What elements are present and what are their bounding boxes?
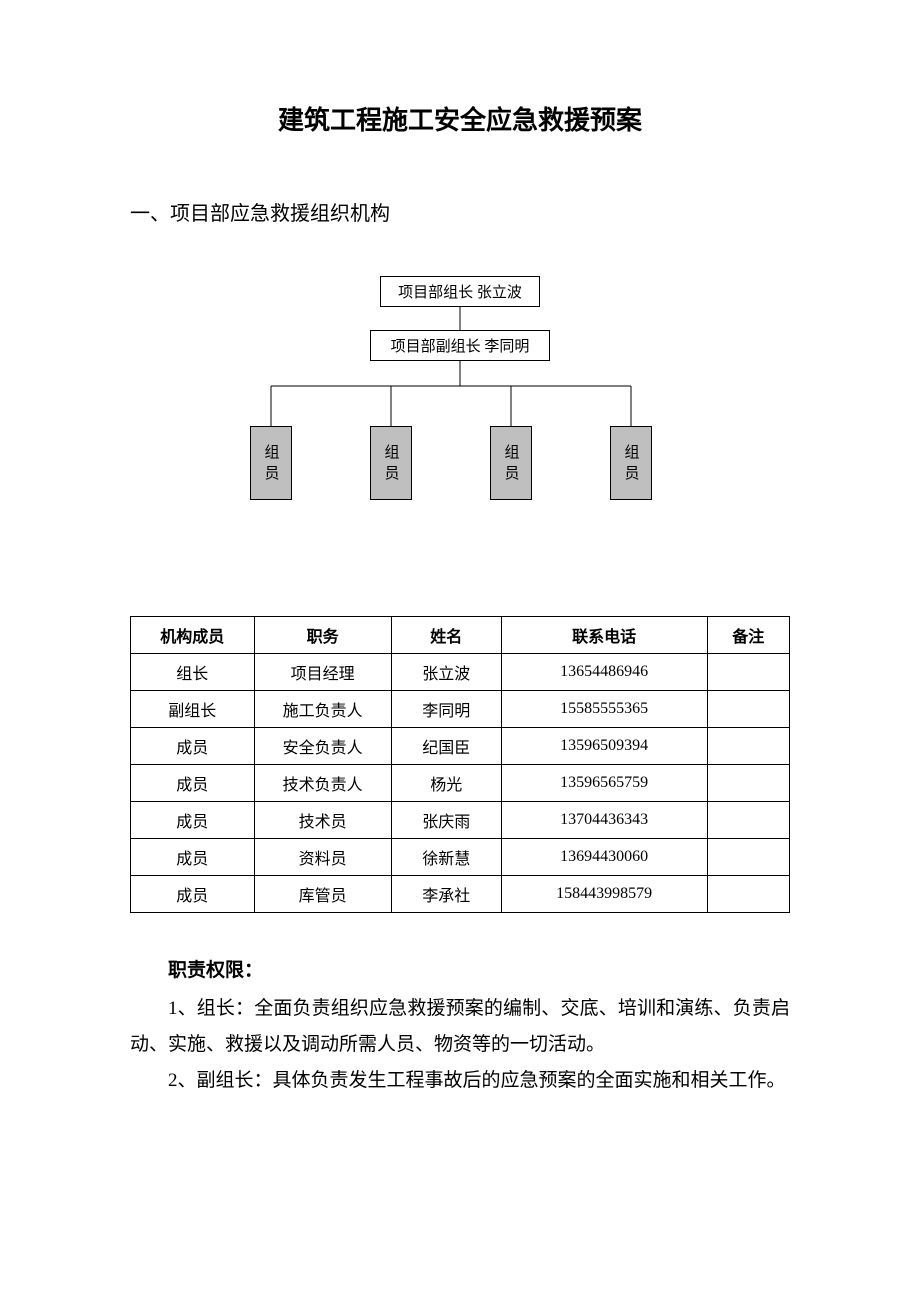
table-cell: 徐新慧	[391, 839, 501, 876]
table-cell: 副组长	[131, 691, 255, 728]
table-row: 成员技术员张庆雨13704436343	[131, 802, 790, 839]
table-cell: 13704436343	[501, 802, 707, 839]
responsibilities-heading: 职责权限：	[130, 953, 790, 989]
table-cell	[707, 654, 789, 691]
table-cell	[707, 728, 789, 765]
table-cell: 158443998579	[501, 876, 707, 913]
table-cell: 成员	[131, 765, 255, 802]
table-cell: 李同明	[391, 691, 501, 728]
table-cell: 组长	[131, 654, 255, 691]
section-1-heading: 一、项目部应急救援组织机构	[130, 197, 790, 226]
table-cell: 张立波	[391, 654, 501, 691]
col-header-name: 姓名	[391, 617, 501, 654]
table-cell: 成员	[131, 839, 255, 876]
table-cell: 安全负责人	[254, 728, 391, 765]
table-row: 成员技术负责人杨光13596565759	[131, 765, 790, 802]
table-cell: 施工负责人	[254, 691, 391, 728]
responsibility-item: 1、组长：全面负责组织应急救援预案的编制、交底、培训和演练、负责启动、实施、救援…	[130, 991, 790, 1063]
table-cell: 成员	[131, 876, 255, 913]
table-cell: 13596509394	[501, 728, 707, 765]
table-cell: 李承社	[391, 876, 501, 913]
table-cell: 张庆雨	[391, 802, 501, 839]
table-cell: 成员	[131, 802, 255, 839]
table-cell: 技术员	[254, 802, 391, 839]
table-cell: 纪国臣	[391, 728, 501, 765]
org-leader-label: 项目部组长 张立波	[398, 285, 522, 301]
table-cell: 成员	[131, 728, 255, 765]
table-row: 组长项目经理张立波13654486946	[131, 654, 790, 691]
col-header-job: 职务	[254, 617, 391, 654]
responsibilities-section: 职责权限： 1、组长：全面负责组织应急救援预案的编制、交底、培训和演练、负责启动…	[130, 953, 790, 1099]
org-leader-box: 项目部组长 张立波	[380, 276, 540, 307]
table-cell: 技术负责人	[254, 765, 391, 802]
col-header-phone: 联系电话	[501, 617, 707, 654]
table-header-row: 机构成员 职务 姓名 联系电话 备注	[131, 617, 790, 654]
org-chart: 项目部组长 张立波 项目部副组长 李同明 组员 组员 组员 组员	[230, 276, 690, 516]
table-cell: 库管员	[254, 876, 391, 913]
members-table: 机构成员 职务 姓名 联系电话 备注 组长项目经理张立波13654486946副…	[130, 616, 790, 913]
table-cell	[707, 691, 789, 728]
table-row: 成员库管员李承社158443998579	[131, 876, 790, 913]
table-cell: 杨光	[391, 765, 501, 802]
org-member-box: 组员	[370, 426, 412, 500]
org-member-box: 组员	[610, 426, 652, 500]
table-cell: 资料员	[254, 839, 391, 876]
org-deputy-box: 项目部副组长 李同明	[370, 330, 550, 361]
table-cell: 15585555365	[501, 691, 707, 728]
table-row: 成员安全负责人纪国臣13596509394	[131, 728, 790, 765]
org-deputy-label: 项目部副组长 李同明	[391, 339, 530, 355]
col-header-remark: 备注	[707, 617, 789, 654]
org-member-box: 组员	[250, 426, 292, 500]
col-header-role: 机构成员	[131, 617, 255, 654]
table-cell	[707, 765, 789, 802]
document-title: 建筑工程施工安全应急救援预案	[130, 100, 790, 137]
table-row: 副组长施工负责人李同明15585555365	[131, 691, 790, 728]
table-cell: 13596565759	[501, 765, 707, 802]
table-row: 成员资料员徐新慧13694430060	[131, 839, 790, 876]
table-cell	[707, 876, 789, 913]
table-cell: 13654486946	[501, 654, 707, 691]
responsibility-item: 2、副组长：具体负责发生工程事故后的应急预案的全面实施和相关工作。	[130, 1063, 790, 1099]
table-cell	[707, 839, 789, 876]
table-cell: 13694430060	[501, 839, 707, 876]
org-member-box: 组员	[490, 426, 532, 500]
table-cell	[707, 802, 789, 839]
table-cell: 项目经理	[254, 654, 391, 691]
